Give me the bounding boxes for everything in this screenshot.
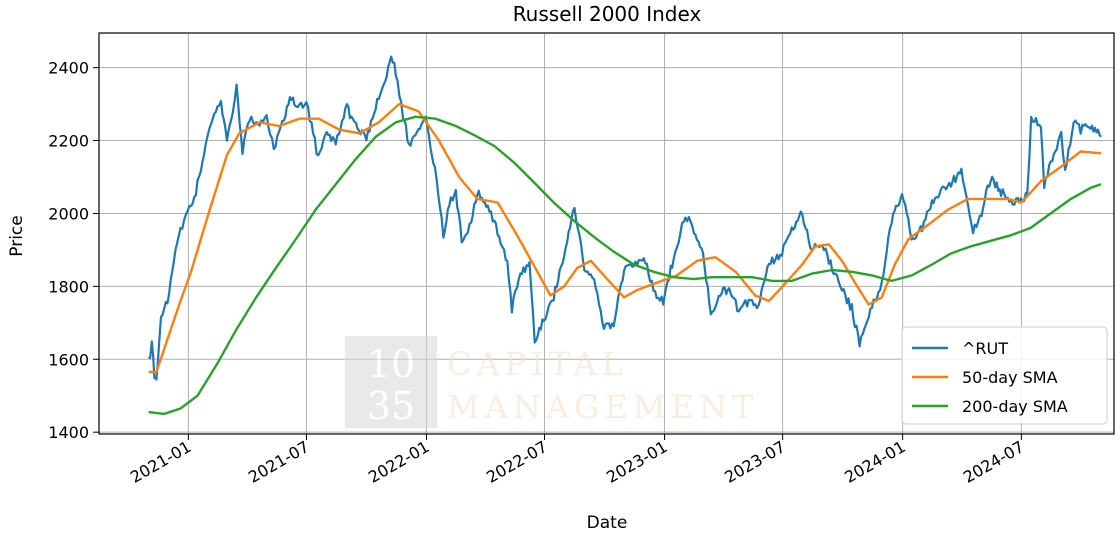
y-tick-label: 2200 [48, 132, 89, 151]
series-line-rut [148, 55, 1102, 381]
legend-label-sma50: 50-day SMA [962, 368, 1058, 387]
series-line-sma50 [148, 102, 1102, 374]
legend-label-sma200: 200-day SMA [962, 397, 1068, 416]
watermark-number-bottom: 35 [367, 384, 415, 428]
watermark-logo: 10 35 CAPITAL MANAGEMENT [345, 336, 758, 428]
legend-label-rut: ^RUT [962, 339, 1008, 358]
y-tick-label: 2000 [48, 204, 89, 223]
y-tick-label: 2400 [48, 59, 89, 78]
chart-title: Russell 2000 Index [513, 2, 702, 26]
series-group [148, 55, 1102, 416]
watermark-text-line2: MANAGEMENT [447, 388, 758, 426]
watermark-box [345, 336, 437, 428]
y-tick-label: 1400 [48, 423, 89, 442]
y-tick-label: 1600 [48, 350, 89, 369]
series-line-sma200 [148, 115, 1102, 416]
legend-box [901, 326, 1108, 425]
y-tick-label: 1800 [48, 277, 89, 296]
legend: ^RUT 50-day SMA 200-day SMA [901, 326, 1108, 425]
plot-frame [98, 32, 1115, 435]
x-axis-label: Date [587, 513, 628, 533]
watermark-text-line1: CAPITAL [447, 345, 628, 383]
y-axis: 1400 1600 1800 2000 2200 2400 [48, 59, 99, 442]
y-axis-label: Price [7, 215, 27, 256]
watermark-number-top: 10 [367, 342, 415, 386]
